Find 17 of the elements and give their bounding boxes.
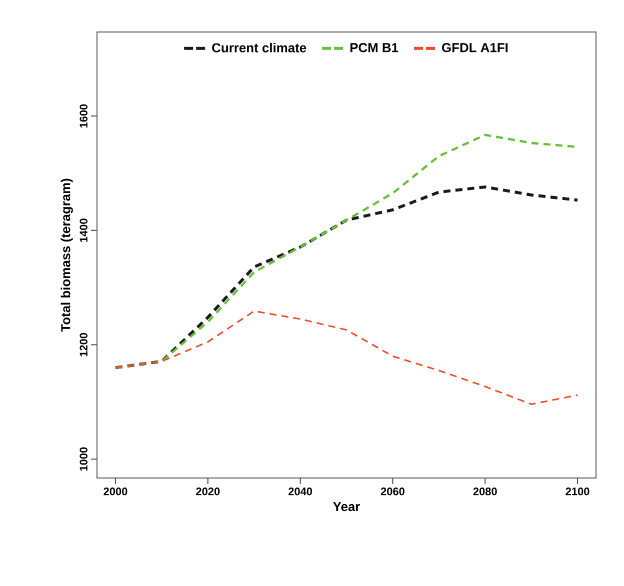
x-tick-label: 2040 xyxy=(288,488,312,496)
y-axis-title: Total biomass (teragram) xyxy=(60,178,73,332)
legend-label: Current climate xyxy=(212,42,306,52)
x-tick-label: 2060 xyxy=(380,488,404,496)
x-tick-label: 2080 xyxy=(473,488,497,496)
x-tick-label: 2100 xyxy=(566,488,590,496)
y-tick-label: 1000 xyxy=(80,447,88,471)
y-tick-label: 1600 xyxy=(80,104,88,128)
legend-label: PCM B1 xyxy=(350,43,398,52)
line-series xyxy=(114,185,580,370)
x-axis-title: Year xyxy=(333,502,360,512)
line-series xyxy=(114,310,578,406)
y-tick-label: 1400 xyxy=(80,218,88,242)
y-tick-label: 1200 xyxy=(80,333,88,356)
x-tick-label: 2020 xyxy=(196,488,220,496)
legend-label: GFDL A1FI xyxy=(442,43,508,52)
x-tick-label: 2000 xyxy=(104,488,128,496)
